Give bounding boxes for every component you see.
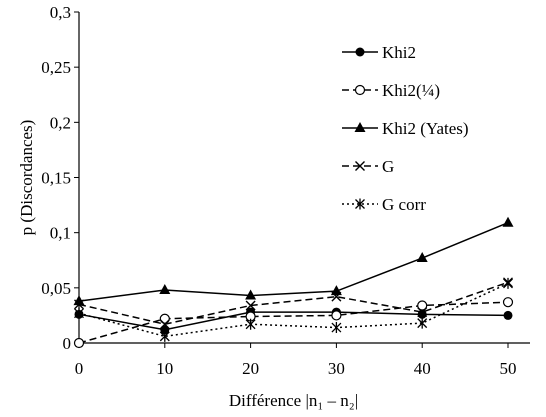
legend-item: Khi2(¼)	[342, 81, 440, 100]
data-point	[245, 318, 256, 330]
data-point	[502, 297, 514, 308]
x-tick-label: 40	[414, 359, 431, 378]
legend-marker	[355, 198, 365, 210]
x-axis-title: Différence |n₁ – n₂|	[229, 391, 358, 410]
legend-label: G corr	[382, 195, 426, 214]
series-5	[74, 277, 513, 342]
y-tick-label: 0,25	[41, 58, 71, 77]
series-line	[78, 282, 509, 338]
legend-marker	[354, 122, 366, 132]
data-point	[330, 285, 342, 296]
data-point	[245, 300, 256, 311]
data-point	[502, 216, 514, 227]
series-line	[78, 311, 509, 331]
data-point	[331, 322, 342, 334]
legend-marker	[355, 161, 365, 171]
data-point	[159, 319, 170, 330]
data-point	[245, 289, 257, 300]
legend: Khi2 Khi2(¼) Khi2 (Yates) G G corr	[342, 43, 469, 214]
series-3	[73, 216, 514, 306]
series-line	[78, 222, 509, 302]
data-point	[74, 307, 84, 319]
legend-label: Khi2(¼)	[382, 81, 440, 100]
legend-label: Khi2 (Yates)	[382, 119, 469, 138]
data-point	[159, 313, 170, 324]
data-point	[331, 291, 342, 302]
y-tick-label: 0	[63, 334, 72, 353]
series-line	[78, 301, 509, 344]
y-tick-label: 0,2	[50, 113, 71, 132]
y-tick-label: 0,3	[50, 3, 71, 22]
series-4	[74, 277, 513, 330]
data-point	[160, 325, 170, 335]
legend-label: Khi2	[382, 43, 416, 62]
data-point	[503, 310, 513, 320]
data-point	[417, 317, 428, 329]
data-point	[417, 300, 428, 311]
x-tick-label: 50	[500, 359, 517, 378]
y-axis-title: p (Discordances)	[17, 120, 36, 236]
y-tick-label: 0,1	[50, 224, 71, 243]
data-point	[73, 337, 85, 349]
legend-marker	[355, 47, 365, 57]
legend-item: G	[342, 157, 394, 176]
x-tick-label: 0	[75, 359, 84, 378]
legend-marker	[354, 84, 366, 96]
data-point	[416, 252, 428, 263]
data-point	[503, 277, 513, 289]
axes: 0 0,05 0,1 0,15 0,2 0,25 0,3 0 10 20 30 40 50	[41, 3, 530, 378]
series-layer	[73, 216, 514, 349]
data-point	[159, 330, 170, 342]
data-point	[159, 284, 171, 295]
series-1	[74, 307, 513, 335]
x-tick-label: 30	[328, 359, 345, 378]
data-point	[74, 299, 84, 310]
y-tick-label: 0,05	[41, 279, 71, 298]
legend-label: G	[382, 157, 394, 176]
data-point	[331, 310, 342, 321]
legend-item: Khi2	[342, 43, 416, 62]
series-line	[78, 281, 509, 326]
x-tick-label: 20	[242, 359, 259, 378]
legend-item: G corr	[342, 195, 426, 214]
legend-item: Khi2 (Yates)	[342, 119, 469, 138]
x-tick-label: 10	[156, 359, 173, 378]
y-tick-label: 0,15	[41, 169, 71, 188]
data-point	[417, 307, 428, 318]
series-2	[73, 297, 514, 349]
